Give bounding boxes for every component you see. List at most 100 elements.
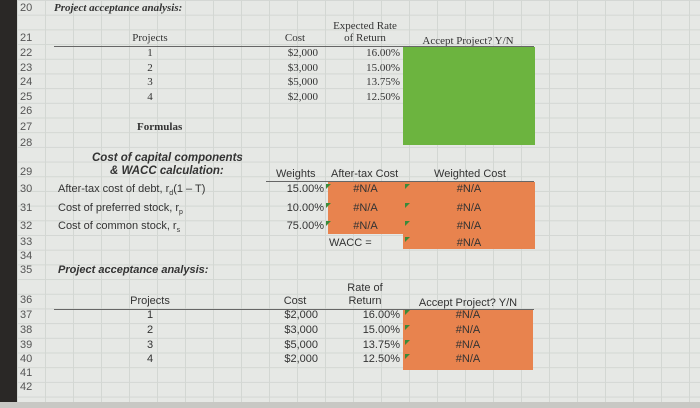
project-number: 3 bbox=[147, 76, 153, 88]
project-number: 2 bbox=[146, 324, 154, 336]
weight-cell[interactable]: 75.00% bbox=[286, 220, 324, 232]
rate-cell[interactable]: 13.75% bbox=[366, 76, 400, 88]
after-tax-cell[interactable]: #N/A bbox=[353, 202, 378, 214]
row-number[interactable]: 34 bbox=[20, 250, 33, 262]
cost-cell[interactable]: $5,000 bbox=[284, 339, 318, 351]
error-indicator-icon bbox=[405, 325, 410, 330]
row-number[interactable]: 30 bbox=[20, 183, 33, 195]
error-indicator-icon bbox=[405, 340, 410, 345]
header-accept: Accept Project? Y/N bbox=[422, 35, 514, 47]
formulas-label: Formulas bbox=[137, 121, 183, 133]
row-number[interactable]: 41 bbox=[20, 367, 33, 379]
accept-cells-green[interactable] bbox=[403, 47, 535, 145]
weight-cell[interactable]: 15.00% bbox=[286, 183, 324, 195]
row-number[interactable]: 26 bbox=[20, 105, 33, 117]
row-number[interactable]: 20 bbox=[20, 2, 33, 14]
weighted-cells[interactable] bbox=[403, 182, 535, 249]
rate-cell[interactable]: 15.00% bbox=[366, 62, 400, 74]
rate-cell[interactable]: 16.00% bbox=[362, 309, 400, 321]
accept-cells-orange[interactable] bbox=[403, 310, 533, 370]
header-rate-2b: Return bbox=[348, 295, 382, 307]
accept-cell[interactable]: #N/A bbox=[455, 339, 481, 351]
header-projects: Projects bbox=[132, 32, 168, 44]
row-number[interactable]: 24 bbox=[20, 76, 33, 88]
wacc-value[interactable]: #N/A bbox=[456, 237, 482, 249]
error-indicator-icon bbox=[405, 221, 410, 226]
header-rate-2: of Return bbox=[344, 32, 386, 44]
error-indicator-icon bbox=[405, 310, 410, 315]
row-number[interactable]: 40 bbox=[20, 353, 33, 365]
accept-cell[interactable]: #N/A bbox=[455, 324, 481, 336]
rate-cell[interactable]: 15.00% bbox=[362, 324, 400, 336]
header-cost-2: Cost bbox=[283, 295, 307, 307]
project-number: 1 bbox=[146, 309, 154, 321]
row-number[interactable]: 32 bbox=[20, 220, 33, 232]
cost-cell[interactable]: $3,000 bbox=[284, 324, 318, 336]
rate-cell[interactable]: 13.75% bbox=[362, 339, 400, 351]
row-number[interactable]: 28 bbox=[20, 137, 33, 149]
sheet-bottom-bar bbox=[0, 402, 700, 408]
wacc-label: WACC = bbox=[329, 237, 372, 249]
after-tax-cells[interactable] bbox=[328, 182, 403, 234]
cost-cell[interactable]: $2,000 bbox=[287, 91, 318, 103]
row-number[interactable]: 29 bbox=[20, 166, 33, 178]
header-rate-2a: Rate of bbox=[347, 282, 383, 294]
row-number[interactable]: 21 bbox=[20, 32, 33, 44]
header-cost: Cost bbox=[284, 32, 306, 44]
row-number[interactable]: 35 bbox=[20, 264, 33, 276]
header-rule bbox=[54, 309, 534, 310]
rate-cell[interactable]: 16.00% bbox=[366, 47, 400, 59]
wacc-title-1: Cost of capital components bbox=[92, 152, 243, 164]
project-number: 4 bbox=[147, 91, 153, 103]
accept-cell[interactable]: #N/A bbox=[455, 309, 481, 321]
header-accept-2: Accept Project? Y/N bbox=[418, 297, 518, 309]
accept-cell[interactable]: #N/A bbox=[455, 353, 481, 365]
error-indicator-icon bbox=[405, 354, 410, 359]
row-number[interactable]: 22 bbox=[20, 47, 33, 59]
header-projects-2: Projects bbox=[130, 295, 170, 307]
row-number[interactable]: 37 bbox=[20, 309, 33, 321]
row-number[interactable]: 27 bbox=[20, 121, 33, 133]
row-number[interactable]: 42 bbox=[20, 381, 33, 393]
error-indicator-icon bbox=[405, 203, 410, 208]
row-number[interactable]: 38 bbox=[20, 324, 33, 336]
project-number: 4 bbox=[146, 353, 154, 365]
cost-cell[interactable]: $2,000 bbox=[284, 353, 318, 365]
weighted-cell[interactable]: #N/A bbox=[456, 202, 482, 214]
wacc-title-2: & WACC calculation: bbox=[110, 165, 224, 177]
weighted-cell[interactable]: #N/A bbox=[456, 183, 482, 195]
error-indicator-icon bbox=[326, 203, 331, 208]
cost-cell[interactable]: $5,000 bbox=[287, 76, 318, 88]
after-tax-cell[interactable]: #N/A bbox=[353, 220, 378, 232]
project-number: 2 bbox=[147, 62, 153, 74]
wacc-row-label: Cost of common stock, rs bbox=[58, 220, 181, 235]
header-weights: Weights bbox=[276, 168, 316, 180]
header-rule bbox=[266, 181, 534, 182]
project-number: 1 bbox=[147, 47, 153, 59]
weighted-cell[interactable]: #N/A bbox=[456, 220, 482, 232]
section-title-2: Project acceptance analysis: bbox=[58, 264, 209, 276]
error-indicator-icon bbox=[326, 221, 331, 226]
rate-cell[interactable]: 12.50% bbox=[366, 91, 400, 103]
row-number[interactable]: 25 bbox=[20, 91, 33, 103]
error-indicator-icon bbox=[326, 184, 331, 189]
after-tax-cell[interactable]: #N/A bbox=[353, 183, 378, 195]
error-indicator-icon bbox=[405, 237, 410, 242]
cost-cell[interactable]: $2,000 bbox=[284, 309, 318, 321]
photo-edge bbox=[0, 0, 17, 408]
cost-cell[interactable]: $3,000 bbox=[287, 62, 318, 74]
row-number[interactable]: 31 bbox=[20, 202, 33, 214]
cost-cell[interactable]: $2,000 bbox=[287, 47, 318, 59]
row-number[interactable]: 36 bbox=[20, 294, 33, 306]
row-number[interactable]: 39 bbox=[20, 339, 33, 351]
error-indicator-icon bbox=[405, 184, 410, 189]
row-number[interactable]: 33 bbox=[20, 236, 33, 248]
rate-cell[interactable]: 12.50% bbox=[362, 353, 400, 365]
wacc-row-label: After-tax cost of debt, rd(1 – T) bbox=[58, 183, 206, 198]
weight-cell[interactable]: 10.00% bbox=[286, 202, 324, 214]
project-number: 3 bbox=[146, 339, 154, 351]
header-weighted: Weighted Cost bbox=[434, 168, 506, 180]
row-number[interactable]: 23 bbox=[20, 62, 33, 74]
header-rate-1: Expected Rate bbox=[333, 20, 397, 32]
header-rule bbox=[54, 46, 534, 47]
